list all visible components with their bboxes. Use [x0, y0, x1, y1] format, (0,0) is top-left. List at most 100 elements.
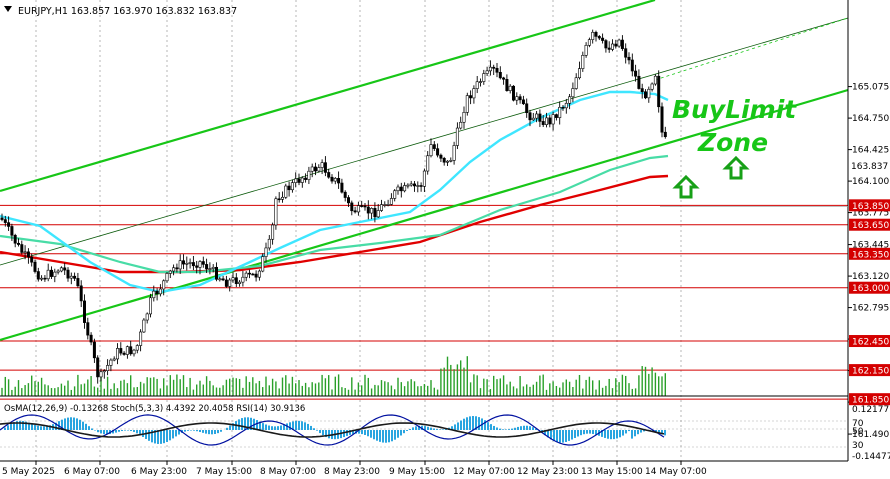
candle-body [498, 71, 502, 79]
annotation-buylimit: BuyLimit [672, 95, 797, 124]
time-tick-label: 7 May 15:00 [196, 467, 252, 477]
candle-body [406, 184, 410, 187]
candle-body [337, 178, 341, 184]
candle-body [383, 204, 387, 206]
time-tick-label: 14 May 07:00 [645, 467, 707, 477]
candle-body [73, 275, 77, 279]
candle-body [195, 265, 199, 268]
price-tick-label: 164.750 [852, 114, 889, 124]
candle-body [373, 208, 377, 218]
candle-body [158, 288, 162, 295]
level-label: 162.450 [852, 338, 889, 348]
candle-body [478, 81, 482, 83]
candle-body [238, 281, 242, 284]
price-tick-label: 163.120 [852, 272, 889, 282]
candle-body [581, 55, 585, 69]
price-tick-label: 165.075 [852, 83, 889, 93]
candle-body [445, 160, 449, 163]
candle-body [660, 106, 664, 133]
indicator-tick-label: 30 [852, 441, 864, 451]
candle-body [307, 170, 311, 180]
candle-body [419, 185, 423, 187]
candle-body [531, 117, 535, 121]
candle-body [601, 37, 605, 41]
candle-body [135, 345, 139, 351]
price-tick-label: 163.445 [852, 241, 889, 251]
candle-body [261, 256, 265, 272]
time-tick-label: 6 May 07:00 [64, 467, 120, 477]
ma-teal [0, 154, 669, 274]
candle-body [254, 273, 258, 278]
candle-body [201, 261, 205, 265]
candle-body [122, 352, 126, 355]
candle-body [502, 77, 506, 80]
candle-body [495, 68, 499, 73]
candle-body [459, 121, 463, 129]
candle-body [49, 269, 53, 277]
candle-body [33, 261, 37, 272]
candle-body [267, 238, 271, 249]
time-tick-label: 8 May 23:00 [324, 467, 380, 477]
candle-body [132, 349, 136, 355]
candle-body [449, 160, 453, 162]
candle-body [53, 271, 57, 277]
time-tick-label: 8 May 07:00 [260, 467, 316, 477]
candle-body [248, 272, 252, 275]
candle-body [492, 66, 496, 69]
candle-body [182, 260, 186, 265]
candle-body [604, 40, 608, 49]
candle-body [0, 217, 4, 220]
candle-body [231, 277, 235, 281]
candle-body [116, 348, 120, 360]
candle-body [637, 75, 641, 89]
current-price: 163.837 [660, 162, 888, 207]
header-triangle-icon [4, 6, 12, 12]
candle-body [26, 251, 30, 258]
candle-body [7, 222, 11, 227]
candle-body [320, 162, 324, 168]
candle-body [571, 88, 575, 98]
candle-body [208, 268, 212, 270]
candle-body [244, 272, 248, 278]
candle-body [112, 358, 116, 361]
time-axis: 5 May 2025 6 May 07:00 6 May 23:00 7 May 15… [2, 461, 707, 477]
candle-body [317, 167, 321, 172]
candle-body [350, 202, 354, 212]
candle-body [346, 197, 350, 204]
candle-body [610, 43, 614, 50]
candle-body [544, 117, 548, 125]
candle-body [152, 290, 156, 299]
level-label: 163.350 [852, 250, 889, 260]
candle-body [469, 95, 473, 99]
candle-body [162, 280, 166, 290]
candle-body [647, 88, 651, 99]
candle-body [92, 341, 96, 359]
time-tick-label: 5 May 2025 [2, 467, 55, 477]
candle-body [640, 88, 644, 93]
candle-body [343, 191, 347, 198]
candle-body [518, 96, 522, 101]
candle-body [525, 103, 529, 113]
candle-body [66, 269, 70, 279]
candle-body [551, 114, 555, 125]
grid [35, 0, 682, 461]
candle-body [554, 114, 558, 118]
indicator-header: OsMA(12,26,9) -0.13268 Stoch(5,3,3) 4.43… [4, 404, 305, 414]
candle-body [280, 196, 284, 200]
support-levels [0, 204, 848, 400]
candle-body [643, 91, 647, 99]
candles [0, 29, 667, 384]
level-label: 163.000 [852, 284, 889, 294]
candle-body [191, 262, 195, 267]
candle-body [472, 88, 476, 99]
candle-body [251, 273, 255, 276]
price-tick-label: 161.490 [852, 430, 889, 440]
candle-body [119, 348, 123, 354]
candle-body [198, 261, 202, 268]
candle-body [577, 68, 581, 79]
time-tick-label: 12 May 07:00 [453, 467, 515, 477]
price-tick-label: 164.425 [852, 146, 889, 156]
candle-body [386, 204, 390, 206]
candle-body [83, 300, 87, 323]
